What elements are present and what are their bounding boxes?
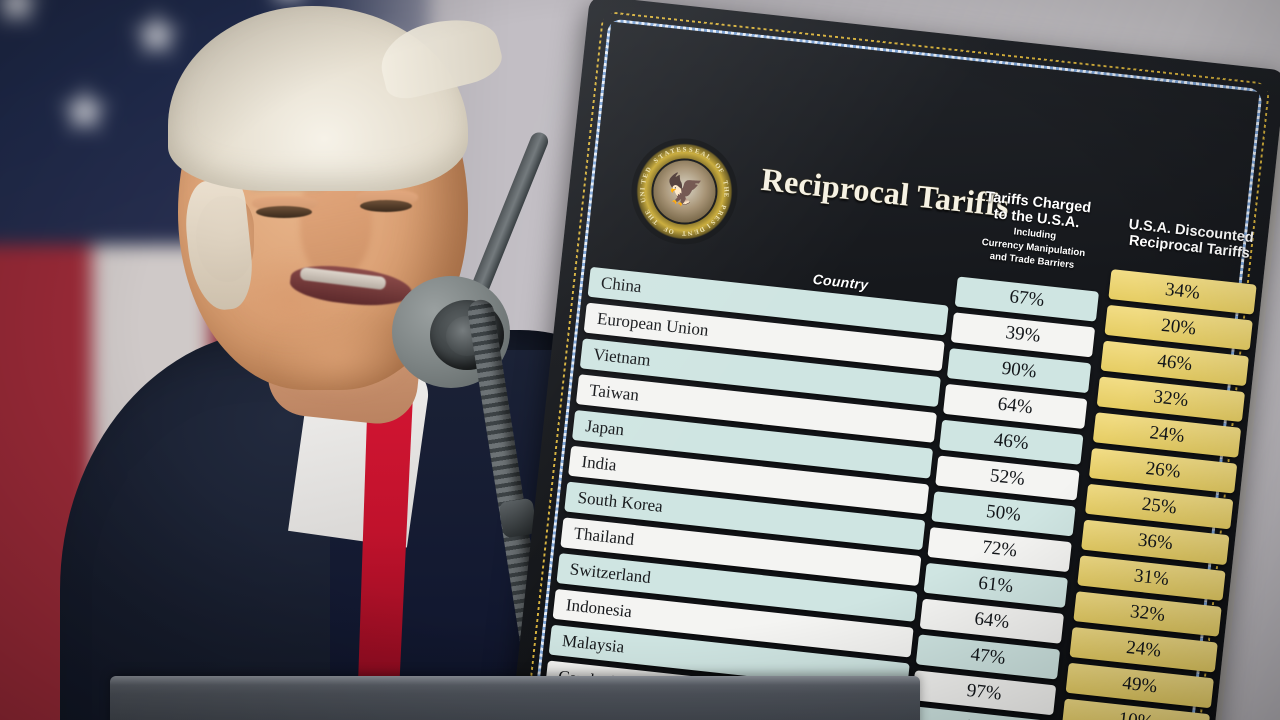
seal-ring-char: T	[669, 147, 676, 156]
seal-ring-char: T	[651, 217, 660, 226]
seal-ring-char: S	[688, 146, 693, 155]
seal-ring-char: E	[722, 192, 730, 198]
country-label: Malaysia	[561, 630, 626, 657]
seal-ring-char: D	[698, 224, 706, 234]
country-label: European Union	[596, 308, 710, 340]
flag-star: ★	[0, 0, 46, 38]
country-label: Switzerland	[569, 559, 652, 588]
seal-ring-char: T	[721, 179, 730, 186]
seal-ring-char: E	[641, 172, 650, 180]
country-label: Thailand	[572, 523, 636, 549]
seal-ring-char: P	[719, 203, 727, 210]
seal-ring-char: S	[682, 146, 687, 154]
country-label: China	[600, 273, 643, 297]
seal-ring-char: E	[675, 146, 682, 155]
flag-star: ★	[56, 74, 114, 146]
chin	[268, 318, 408, 396]
seal-ring-char: N	[686, 228, 693, 237]
country-label: South Korea	[576, 487, 664, 516]
country-label: Taiwan	[588, 380, 641, 405]
country-label: India	[580, 451, 618, 475]
seal-ring-char: O	[668, 226, 675, 235]
country-label: Indonesia	[565, 595, 633, 622]
country-column: China European Union Vietnam Taiwan Japan Ind…	[544, 266, 949, 720]
country-label: Japan	[584, 416, 626, 440]
right-eye	[360, 200, 412, 212]
podium-top-edge	[110, 676, 920, 685]
seal-ring-char: T	[681, 229, 687, 237]
seal-ring-char: I	[639, 187, 647, 191]
seal-ring-char: T	[640, 178, 648, 185]
seal-ring-char: N	[639, 191, 647, 197]
seal-ring-char: U	[639, 196, 648, 204]
flag-star: ★	[128, 0, 186, 70]
seal-ring-char: H	[722, 186, 730, 193]
country-label: Vietnam	[592, 344, 652, 370]
left-eye	[256, 206, 312, 218]
